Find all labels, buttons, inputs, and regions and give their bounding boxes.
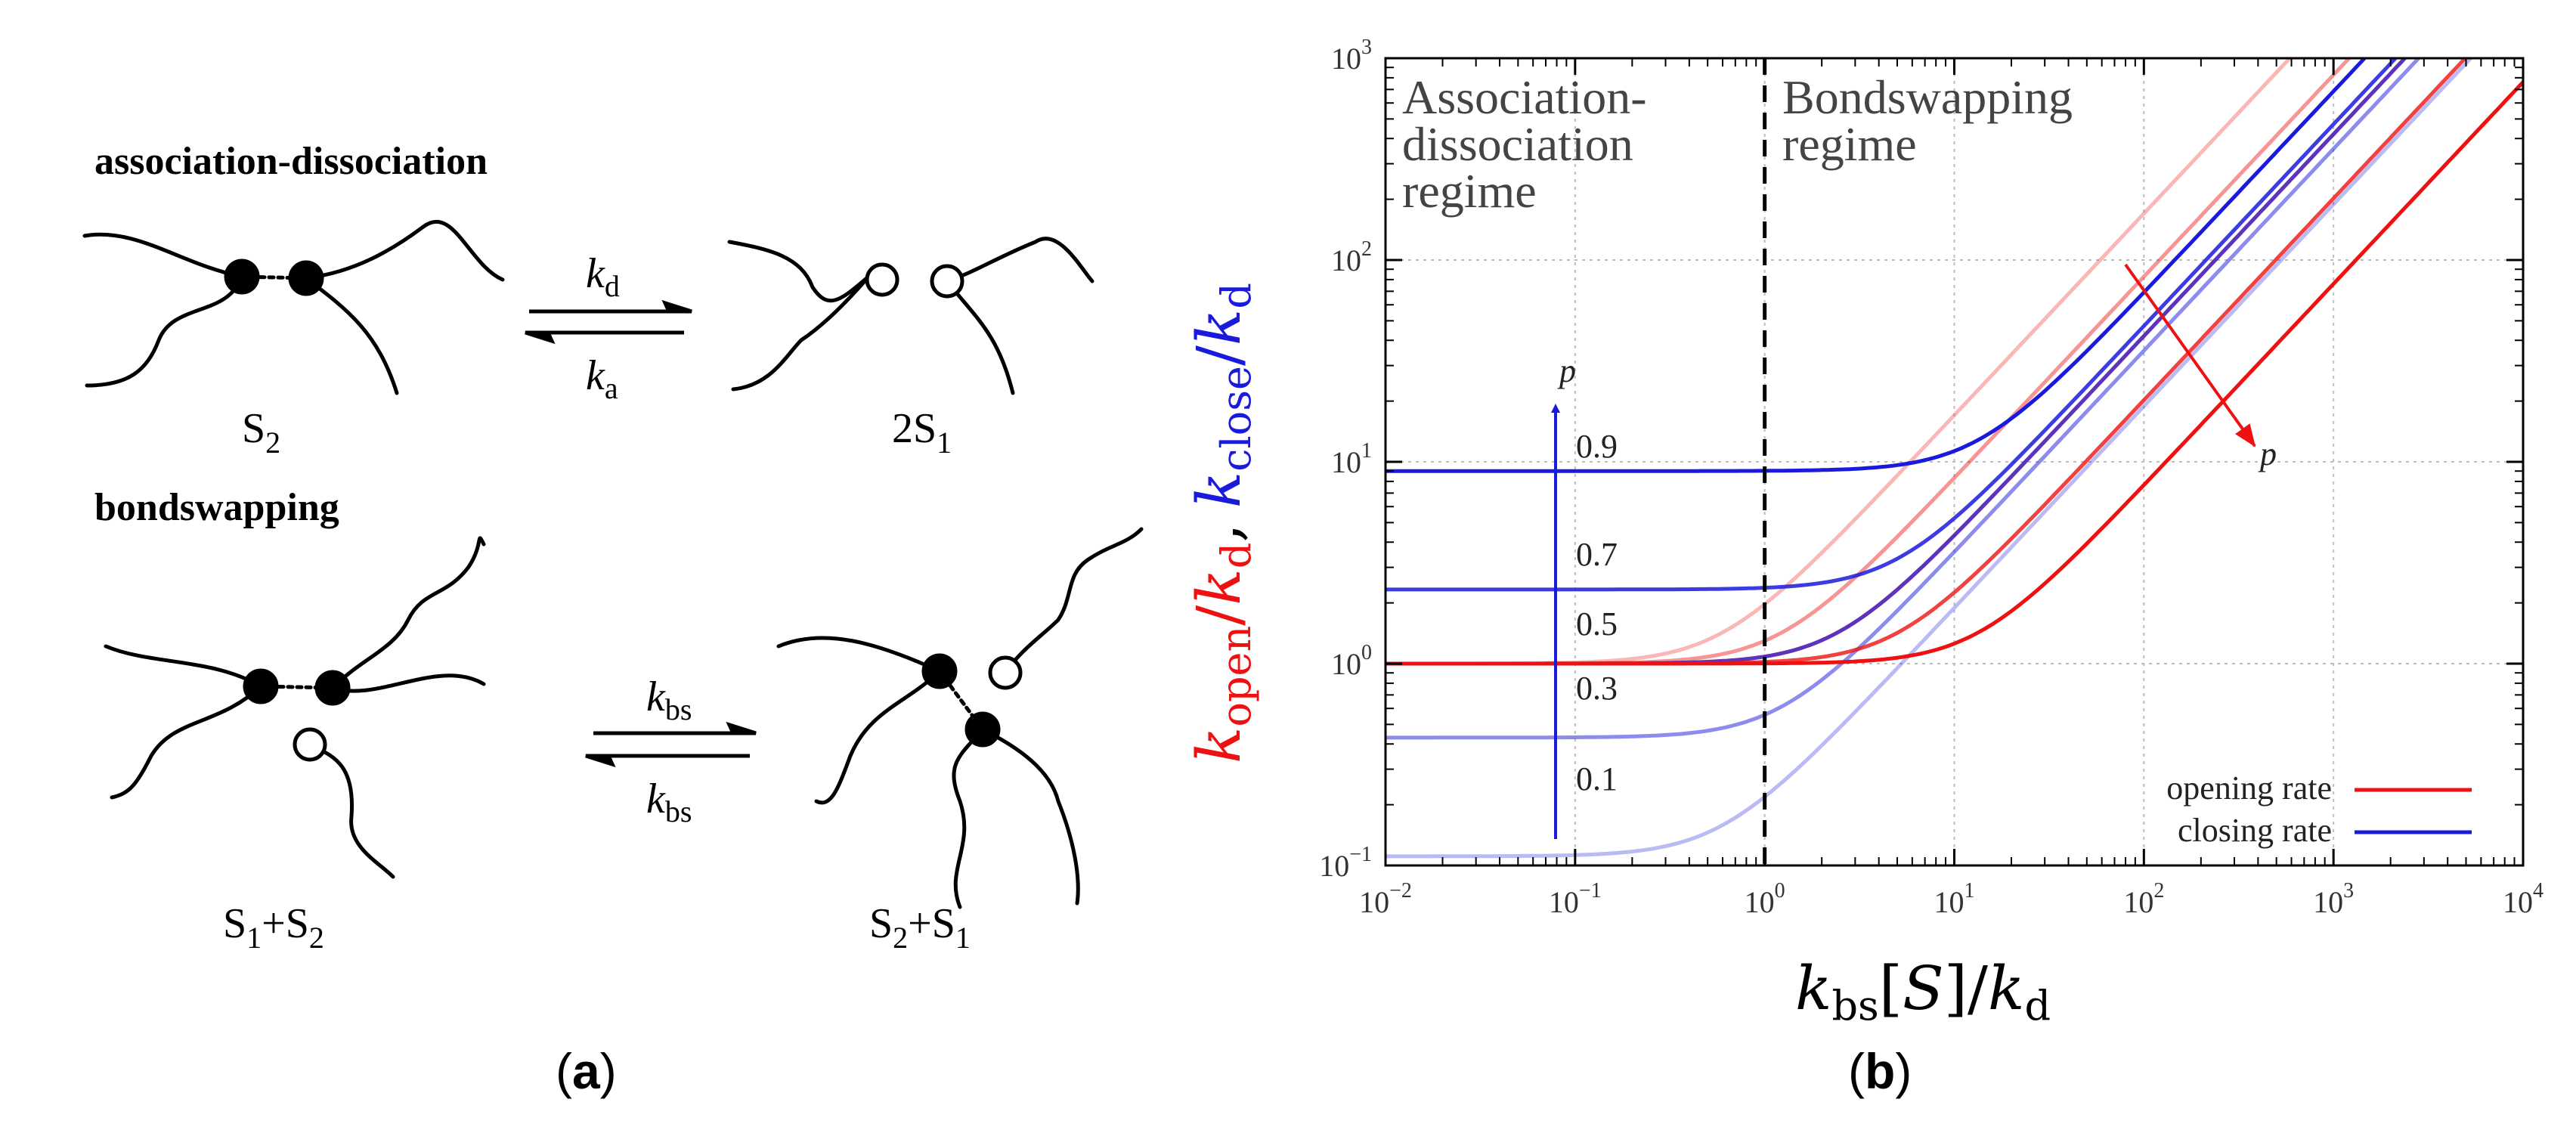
p-increase-arrow-red (2124, 263, 2256, 447)
p-symbol-blue: p (1557, 352, 1576, 389)
legend: opening rate closing rate (2166, 769, 2472, 849)
y-tick-label: 103 (1331, 36, 1372, 76)
x-tick-label: 102 (2123, 879, 2164, 919)
dimer-molecule-top (82, 219, 505, 395)
rate-kd: kd (586, 250, 620, 303)
regime-label-right: Bondswapping regime (1782, 70, 2085, 171)
chart-grid (1386, 58, 2523, 865)
closing-rate-curve-p0.9 (1386, 58, 2367, 473)
rate-ka: ka (586, 352, 618, 405)
x-tick-label: 104 (2503, 879, 2543, 919)
x-tick-label: 101 (1934, 879, 1975, 919)
p-label-0.3: 0.3 (1576, 670, 1618, 707)
bondswap-products (776, 527, 1144, 909)
legend-opening-label: opening rate (2166, 769, 2332, 807)
species-2s1: 2S1 (892, 405, 952, 460)
panel-b: 10−2 10−1 100 101 102 103 104 10−1100101102103… (1184, 36, 2543, 1099)
x-tick-label: 103 (2313, 879, 2354, 919)
closing-rate-curve-p0.3 (1386, 58, 2422, 740)
y-tick-label: 10−1 (1319, 843, 1372, 883)
section-title-association: association-dissociation (94, 140, 488, 183)
panel-a: association-dissociation bondswapping S2… (82, 140, 1144, 1099)
closing-rate-curve-p0.7 (1386, 58, 2398, 592)
open-pair-molecules (727, 237, 1094, 395)
panel-label-a: (a) (556, 1043, 617, 1099)
p-label-0.7: 0.7 (1576, 536, 1618, 573)
x-tick-labels: 10−2 10−1 100 101 102 103 104 (1359, 879, 2543, 919)
p-symbol-red: p (2258, 435, 2277, 472)
equilibrium-arrows-top (525, 299, 692, 345)
rate-kbs-forward: kbs (646, 673, 692, 726)
y-tick-label: 100 (1331, 641, 1372, 681)
species-s1-plus-s2: S1+S2 (223, 900, 324, 955)
x-tick-label: 10−1 (1549, 879, 1602, 919)
legend-closing-label: closing rate (2178, 812, 2332, 849)
x-tick-label: 10−2 (1359, 879, 1412, 919)
species-s2-plus-s1: S2+S1 (869, 900, 971, 955)
bondswap-reactants (104, 536, 486, 879)
equilibrium-arrows-bottom (585, 721, 757, 768)
y-tick-labels: 10−1 100 101 102 103 (1319, 36, 1372, 883)
opening-rate-curve-p0.9 (1386, 80, 2523, 666)
regime-label-left: Association- dissociation regime (1402, 70, 1659, 218)
p-label-0.1: 0.1 (1576, 760, 1618, 797)
p-label-0.9: 0.9 (1576, 428, 1618, 465)
y-tick-label: 102 (1331, 237, 1372, 277)
section-title-bondswapping: bondswapping (94, 486, 339, 529)
p-label-0.5: 0.5 (1576, 605, 1618, 642)
panel-label-b: (b) (1848, 1043, 1912, 1099)
y-tick-label: 101 (1331, 439, 1372, 479)
species-s2-left: S2 (242, 405, 280, 460)
x-axis-title: kbs[S]/kd (1795, 953, 2051, 1029)
x-tick-label: 100 (1745, 879, 1785, 919)
rate-kbs-backward: kbs (646, 776, 692, 828)
y-axis-title: kopen/kd,kclose/kd (1184, 283, 1260, 763)
